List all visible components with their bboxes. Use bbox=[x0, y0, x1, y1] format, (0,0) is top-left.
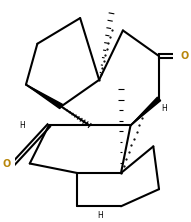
Polygon shape bbox=[130, 97, 161, 125]
Text: O: O bbox=[2, 159, 11, 168]
Text: H: H bbox=[161, 104, 167, 113]
Text: H: H bbox=[97, 211, 103, 220]
Text: O: O bbox=[181, 51, 189, 61]
Text: H: H bbox=[19, 121, 25, 130]
Polygon shape bbox=[26, 85, 62, 109]
